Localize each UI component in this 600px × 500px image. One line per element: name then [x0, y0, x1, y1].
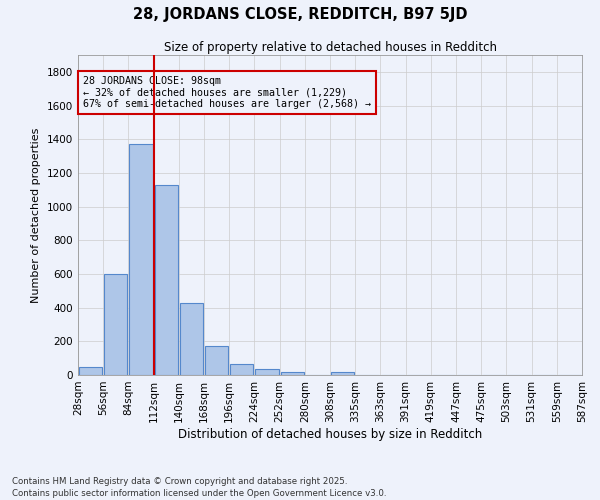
Bar	[130, 144, 152, 375]
Text: 28, JORDANS CLOSE, REDDITCH, B97 5JD: 28, JORDANS CLOSE, REDDITCH, B97 5JD	[133, 8, 467, 22]
Title: Size of property relative to detached houses in Redditch: Size of property relative to detached ho…	[163, 41, 497, 54]
Bar	[104, 274, 127, 375]
Y-axis label: Number of detached properties: Number of detached properties	[31, 128, 41, 302]
Bar	[331, 372, 354, 375]
Bar	[205, 346, 228, 375]
X-axis label: Distribution of detached houses by size in Redditch: Distribution of detached houses by size …	[178, 428, 482, 440]
Bar	[256, 369, 278, 375]
Text: 28 JORDANS CLOSE: 98sqm
← 32% of detached houses are smaller (1,229)
67% of semi: 28 JORDANS CLOSE: 98sqm ← 32% of detache…	[83, 76, 371, 109]
Bar	[230, 364, 253, 375]
Text: Contains HM Land Registry data © Crown copyright and database right 2025.
Contai: Contains HM Land Registry data © Crown c…	[12, 476, 386, 498]
Bar	[155, 184, 178, 375]
Bar	[79, 366, 102, 375]
Bar	[281, 372, 304, 375]
Bar	[180, 302, 203, 375]
